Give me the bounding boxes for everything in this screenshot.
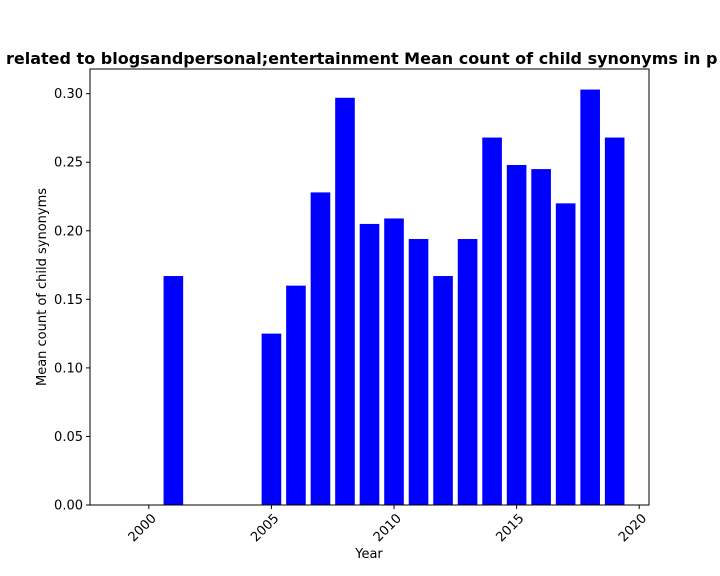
bar-2006 <box>286 285 306 505</box>
bars-group <box>163 89 625 505</box>
bar-2009 <box>359 223 380 505</box>
x-tick-label: 2000 <box>126 511 160 545</box>
x-axis-ticks: 2000 2005 2010 2015 2020 <box>126 505 650 545</box>
bar-2019 <box>604 137 625 505</box>
bar-2016 <box>531 169 551 505</box>
bar-2001 <box>163 276 184 505</box>
y-tick-label: 0.25 <box>54 156 83 171</box>
y-tick-label: 0.00 <box>54 499 83 514</box>
chart-title: related to blogsandpersonal;entertainmen… <box>6 49 717 68</box>
bar-2013 <box>457 239 478 505</box>
y-tick-label: 0.20 <box>54 224 83 239</box>
x-tick-label: 2010 <box>371 511 405 545</box>
plot-frame <box>89 68 650 506</box>
bar-2014 <box>482 137 502 505</box>
x-tick-label: 2005 <box>248 511 282 545</box>
bar-2011 <box>408 239 429 505</box>
y-tick-label: 0.10 <box>54 361 83 376</box>
x-axis-label: Year <box>354 547 383 562</box>
bar-2018 <box>580 89 600 505</box>
bar-2017 <box>555 203 576 505</box>
x-tick-label: 2015 <box>493 511 527 545</box>
bar-2015 <box>506 164 527 505</box>
x-tick-label: 2020 <box>616 511 650 545</box>
bar-2012 <box>433 276 453 505</box>
y-tick-label: 0.30 <box>54 87 83 102</box>
y-tick-label: 0.15 <box>54 293 83 308</box>
y-axis-ticks: 0.00 0.05 0.10 0.15 0.20 0.25 0.30 <box>54 87 90 514</box>
y-tick-label: 0.05 <box>54 430 83 445</box>
bar-2005 <box>261 333 282 505</box>
bar-2007 <box>310 192 331 505</box>
bar-2008 <box>335 97 355 505</box>
y-axis-label: Mean count of child synonyms <box>35 188 50 386</box>
bar-2010 <box>384 218 404 505</box>
